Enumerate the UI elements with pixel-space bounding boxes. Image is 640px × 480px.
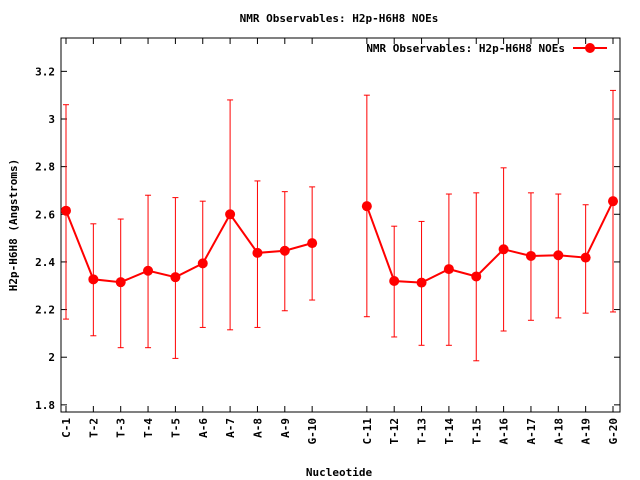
chart-title: NMR Observables: H2p-H6H8 NOEs: [240, 12, 439, 25]
x-axis: C-1 T-2 T-3 T-4 T-5 A-6 A-7 A-8 A-9 G-10 C-11 T-12 T…: [60, 38, 620, 445]
x-tick-label: A-17: [525, 418, 538, 445]
x-tick-label: C-1: [60, 418, 73, 438]
y-tick-label: 2.4: [35, 256, 55, 269]
data-point: [580, 252, 591, 263]
series-line-segment: [365, 200, 614, 284]
y-tick-label: 1.8: [35, 399, 55, 412]
data-point: [416, 277, 427, 288]
data-point: [471, 271, 482, 282]
data-point: [389, 275, 400, 286]
data-point: [553, 250, 564, 261]
data-point: [307, 238, 318, 249]
data-point: [225, 209, 236, 220]
x-tick-label: T-4: [142, 418, 155, 438]
series-lines: [65, 200, 614, 284]
x-tick-label: G-20: [607, 418, 620, 445]
legend-marker: [585, 43, 595, 53]
x-tick-label: T-2: [87, 418, 100, 438]
data-point: [197, 258, 208, 269]
x-tick-label: A-18: [552, 418, 565, 445]
data-point: [61, 205, 71, 216]
y-tick-label: 2.6: [35, 208, 55, 221]
data-point: [279, 245, 290, 256]
data-point: [252, 247, 263, 258]
data-point: [608, 196, 618, 207]
x-tick-label: A-19: [580, 418, 593, 445]
data-point: [170, 272, 181, 283]
y-tick-label: 2.2: [35, 304, 55, 317]
y-tick-label: 3.2: [35, 65, 55, 78]
data-point: [525, 250, 536, 261]
x-tick-label: T-14: [443, 418, 456, 445]
x-tick-label: A-6: [197, 418, 210, 438]
series-line-segment: [65, 210, 313, 284]
x-tick-label: A-8: [251, 418, 264, 438]
legend-label: NMR Observables: H2p-H6H8 NOEs: [366, 42, 565, 55]
x-tick-label: T-5: [169, 418, 182, 438]
data-point: [361, 201, 372, 212]
x-tick-label: A-7: [224, 418, 237, 438]
error-bars: [63, 89, 616, 362]
y-tick-label: 2: [48, 351, 55, 364]
data-point: [88, 274, 99, 285]
y-axis-label: H2p-H6H8 (Angstroms): [7, 159, 20, 291]
data-point: [443, 264, 454, 275]
x-tick-label: T-13: [416, 418, 429, 445]
y-tick-label: 2.8: [35, 161, 55, 174]
data-point: [143, 265, 154, 276]
y-tick-label: 3: [48, 113, 55, 126]
x-axis-label: Nucleotide: [306, 466, 373, 479]
legend: NMR Observables: H2p-H6H8 NOEs: [366, 42, 607, 55]
x-tick-label: A-16: [498, 418, 511, 445]
x-tick-label: T-15: [470, 418, 483, 445]
x-tick-label: T-12: [388, 418, 401, 445]
x-tick-label: T-3: [115, 418, 128, 438]
x-tick-label: A-9: [279, 418, 292, 438]
data-point: [498, 244, 509, 255]
y-axis: 1.8 2 2.2 2.4 2.6 2.8 3 3.2: [35, 65, 620, 412]
data-points: [61, 196, 618, 288]
data-point: [115, 277, 126, 288]
plot-frame: [60, 37, 621, 413]
x-tick-label: G-10: [306, 418, 319, 445]
x-tick-label: C-11: [361, 418, 374, 445]
